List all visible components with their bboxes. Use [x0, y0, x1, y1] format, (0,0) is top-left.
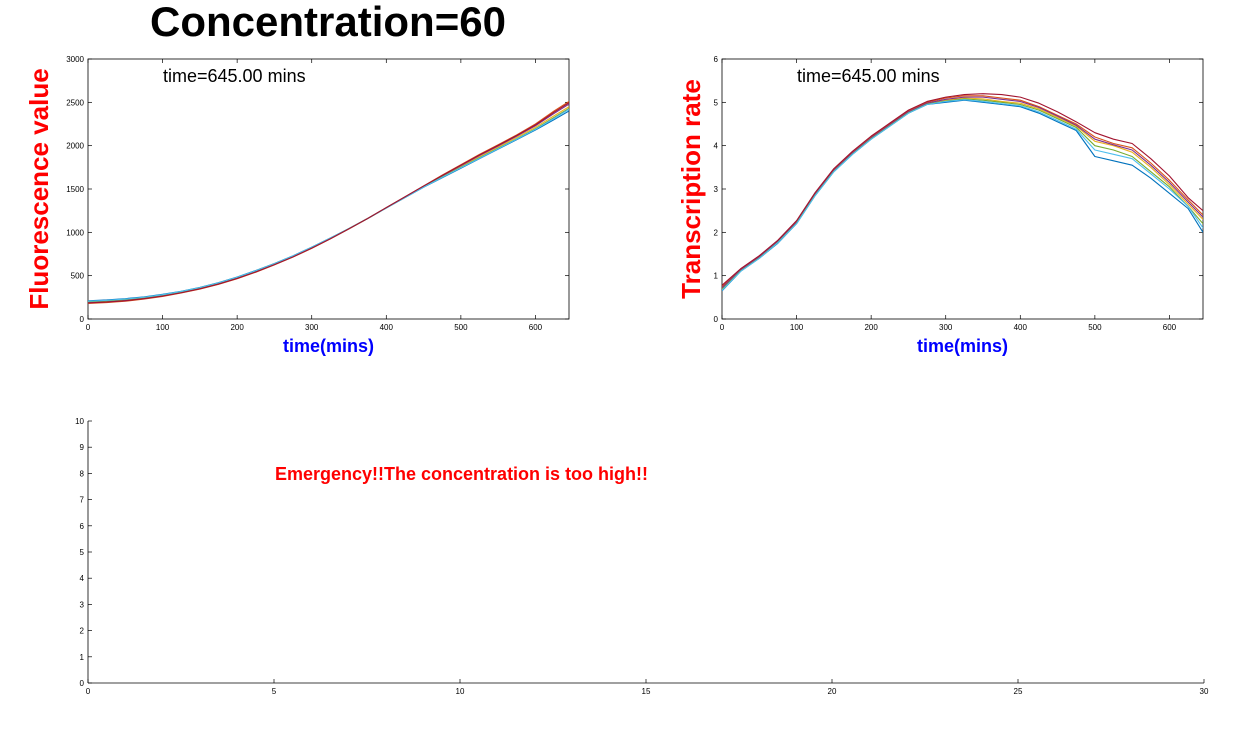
status-y-tick-label: 0 [80, 679, 85, 688]
fluorescence-x-tick-label: 600 [529, 323, 543, 332]
status-y-tick-label: 2 [80, 627, 85, 636]
transcription-series-line-6 [722, 99, 1203, 291]
status-y-tick-label: 3 [80, 600, 85, 609]
status-x-tick-label: 25 [1014, 687, 1023, 696]
status-y-tick-label: 4 [80, 574, 85, 583]
status-y-tick-label: 10 [75, 417, 84, 426]
transcription-y-tick-label: 5 [714, 98, 719, 107]
fluorescence-x-tick-label: 500 [454, 323, 468, 332]
status-x-tick-label: 10 [456, 687, 465, 696]
fluorescence-x-tick-label: 100 [156, 323, 170, 332]
status-x-tick-label: 15 [642, 687, 651, 696]
transcription-x-tick-label: 100 [790, 323, 804, 332]
status-y-tick-label: 6 [80, 522, 85, 531]
fluorescence-y-tick-label: 1000 [66, 228, 84, 237]
transcription-y-tick-label: 6 [714, 55, 719, 64]
fluorescence-plot-frame [87, 58, 570, 320]
fluorescence-series-line-7 [88, 102, 569, 304]
fluorescence-y-tick-label: 2500 [66, 98, 84, 107]
transcription-y-tick-label: 3 [714, 185, 719, 194]
fluorescence-x-tick-label: 0 [86, 323, 91, 332]
fluorescence-x-tick-label: 400 [380, 323, 394, 332]
transcription-x-tick-label: 400 [1014, 323, 1028, 332]
fluorescence-y-tick-label: 1500 [66, 185, 84, 194]
fluorescence-annotation: time=645.00 mins [163, 66, 306, 86]
status-x-tick-label: 0 [86, 687, 91, 696]
fluorescence-x-tick-label: 200 [230, 323, 244, 332]
transcription-series-line-4 [722, 96, 1203, 289]
transcription-x-tick-label: 600 [1163, 323, 1177, 332]
status-y-tick-label: 8 [80, 469, 85, 478]
fluorescence-chart: 0 100 200 300 400 500 600 0 500 1000 1500 2000 2500 3… [24, 55, 570, 356]
status-x-tick-label: 30 [1200, 687, 1209, 696]
transcription-series-line-1 [722, 99, 1203, 292]
transcription-rate-chart: 0 100 200 300 400 500 600 0 1 2 3 4 5 6 time(mins) Tran… [676, 55, 1204, 356]
fluorescence-y-axis-label: Fluorescence value [24, 68, 54, 309]
fluorescence-y-tick-label: 3000 [66, 55, 84, 64]
status-y-tick-label: 9 [80, 443, 85, 452]
status-y-tick-label: 7 [80, 496, 85, 505]
transcription-y-tick-label: 0 [714, 315, 719, 324]
status-x-tick-label: 5 [272, 687, 277, 696]
status-y-tick-label: 5 [80, 548, 85, 557]
transcription-y-axis-label: Transcription rate [676, 79, 706, 299]
transcription-y-tick-label: 4 [714, 142, 719, 151]
transcription-series-line-7 [722, 93, 1203, 286]
transcription-x-axis-label: time(mins) [917, 336, 1008, 356]
transcription-y-tick-label: 2 [714, 228, 719, 237]
transcription-annotation: time=645.00 mins [797, 66, 940, 86]
fluorescence-series-line-3 [88, 106, 569, 303]
transcription-x-tick-label: 0 [720, 323, 725, 332]
status-chart: 0 5 10 15 20 25 30 0 1 2 3 4 5 6 7 8 9 10 Emergency!!The c… [75, 417, 1209, 696]
transcription-x-tick-label: 500 [1088, 323, 1102, 332]
fluorescence-y-tick-label: 2000 [66, 142, 84, 151]
fluorescence-series-line-2 [88, 101, 569, 304]
status-x-tick-label: 20 [828, 687, 837, 696]
fluorescence-x-axis-label: time(mins) [283, 336, 374, 356]
fluorescence-series-line-1 [88, 110, 569, 302]
fluorescence-series-line-5 [88, 107, 569, 303]
fluorescence-y-tick-label: 0 [80, 315, 85, 324]
transcription-series-group [722, 93, 1203, 292]
fluorescence-series-line-4 [88, 103, 569, 304]
transcription-x-tick-label: 300 [939, 323, 953, 332]
transcription-series-line-5 [722, 98, 1203, 290]
status-annotation: Emergency!!The concentration is too high… [275, 464, 648, 484]
transcription-series-line-2 [722, 95, 1203, 287]
status-y-tick-label: 1 [80, 653, 85, 662]
transcription-y-tick-label: 1 [714, 272, 719, 281]
fluorescence-y-tick-label: 500 [71, 272, 85, 281]
transcription-x-tick-label: 200 [864, 323, 878, 332]
figure-title: Concentration=60 [150, 0, 506, 45]
fluorescence-x-tick-label: 300 [305, 323, 319, 332]
transcription-series-line-3 [722, 97, 1203, 290]
fluorescence-series-line-6 [88, 108, 569, 302]
fluorescence-series-group [88, 101, 569, 304]
